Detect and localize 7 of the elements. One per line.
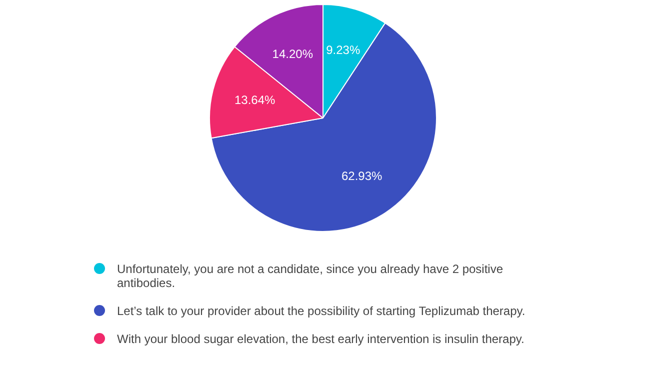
legend-label: Let’s talk to your provider about the possibility of starting Teplizumab therapy. <box>117 304 526 318</box>
legend-label: With your blood sugar elevation, the best early intervention is insulin therapy. <box>117 332 524 346</box>
data-label: 9.23% <box>326 42 360 57</box>
data-label: 14.20% <box>272 46 314 61</box>
data-label: 62.93% <box>341 168 383 183</box>
legend-label: Unfortunately, you are not a candidate, since you already have 2 positive antibodies. <box>117 262 504 290</box>
data-label: 13.64% <box>234 92 276 107</box>
